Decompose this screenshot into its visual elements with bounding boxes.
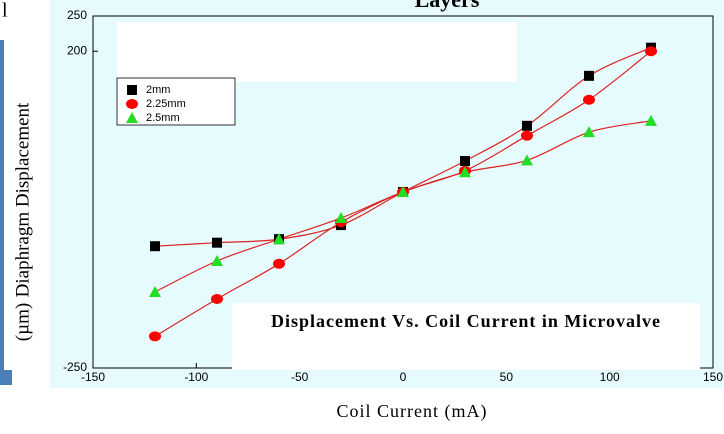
y-tick-label: -250 bbox=[63, 360, 87, 374]
legend-label: 2.25mm bbox=[146, 98, 186, 110]
chart: l Diaphragm Displacement (µm) Layers Dis… bbox=[0, 0, 724, 434]
point bbox=[645, 46, 657, 56]
y-tick-label: 250 bbox=[67, 8, 87, 22]
chart-title: Layers bbox=[415, 0, 480, 12]
x-axis-label: Coil Current (mA) bbox=[337, 401, 488, 422]
x-tick-label: 50 bbox=[500, 370, 514, 384]
x-tick-label: 150 bbox=[703, 370, 723, 384]
annotation: Displacement Vs. Coil Current in Microva… bbox=[240, 308, 692, 334]
legend-label: 2mm bbox=[146, 84, 170, 96]
page: {"chart_data": {"type": "scatter", "titl… bbox=[0, 0, 724, 434]
point bbox=[273, 259, 285, 269]
legend-marker bbox=[126, 99, 138, 109]
legend-label: 2.5mm bbox=[146, 112, 180, 124]
point bbox=[584, 71, 594, 81]
point bbox=[583, 95, 595, 105]
x-tick-label: 0 bbox=[400, 370, 407, 384]
point bbox=[460, 156, 470, 166]
x-tick-label: 100 bbox=[600, 370, 620, 384]
point bbox=[211, 294, 223, 304]
y-axis-unit: (µm) bbox=[12, 303, 33, 341]
point bbox=[149, 331, 161, 341]
point bbox=[212, 238, 222, 248]
title-fragment: l bbox=[2, 0, 8, 22]
x-tick-label: -50 bbox=[291, 370, 309, 384]
x-tick-label: -100 bbox=[184, 370, 208, 384]
annotation-wrap: Displacement Vs. Coil Current in Microva… bbox=[240, 308, 692, 368]
point bbox=[522, 121, 532, 131]
y-tick-label: 200 bbox=[67, 43, 87, 57]
point bbox=[521, 131, 533, 141]
legend-marker bbox=[127, 85, 137, 95]
y-axis-label: Diaphragm Displacement bbox=[12, 102, 33, 297]
overlay-box bbox=[117, 22, 517, 82]
point bbox=[150, 241, 160, 251]
